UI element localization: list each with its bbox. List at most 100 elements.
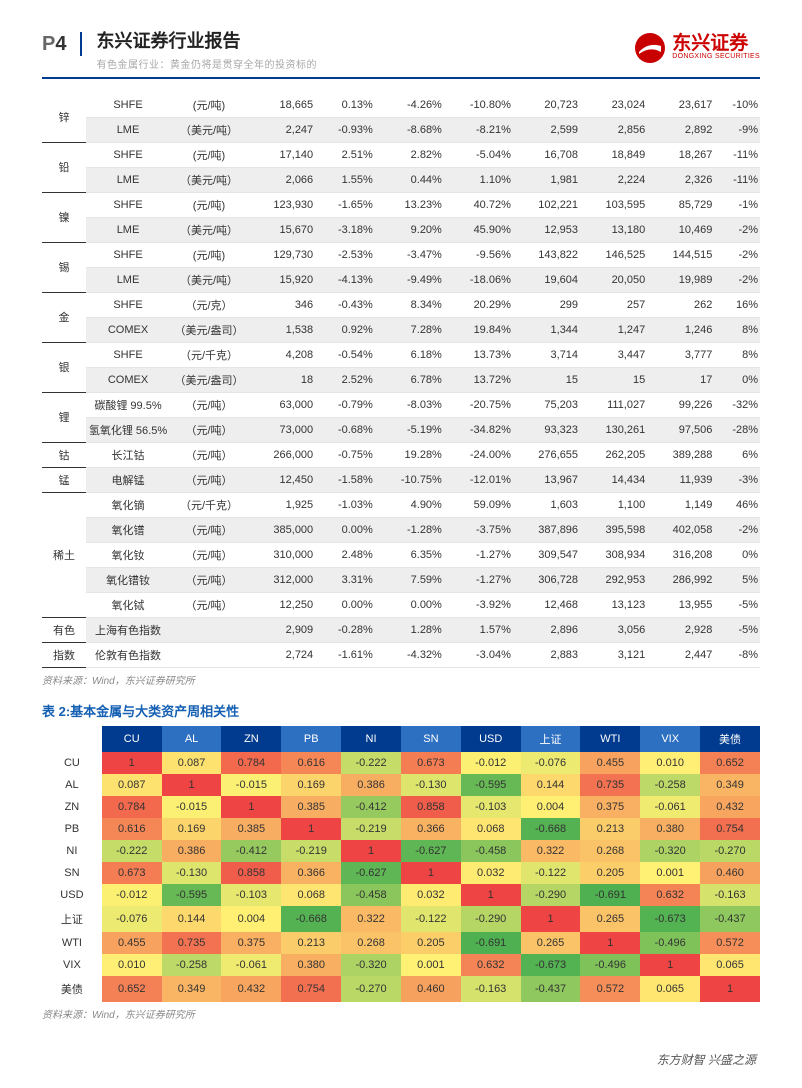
heatmap-cell: -0.122 (401, 906, 461, 932)
data-cell: 144,515 (647, 242, 714, 267)
data-cell: 20,050 (580, 267, 647, 292)
heatmap-row: VIX0.010-0.258-0.0610.380-0.3200.0010.63… (42, 954, 760, 976)
data-cell: 312,000 (248, 567, 315, 592)
page: P4 东兴证券行业报告 有色金属行业：黄金仍将是贯穿全年的投资标的 东兴证券 D… (0, 0, 802, 1088)
data-cell: 1,603 (513, 492, 580, 517)
heatmap-row-header: 上证 (42, 906, 102, 932)
heatmap-cell: 0.087 (162, 752, 222, 774)
heatmap-row-header: SN (42, 862, 102, 884)
data-cell: 308,934 (580, 542, 647, 567)
heatmap-cell: 0.673 (401, 752, 461, 774)
unit-cell: （元/千克） (170, 492, 248, 517)
heatmap-cell: -0.627 (401, 840, 461, 862)
heatmap-col-header: NI (341, 726, 401, 752)
data-cell: 2,326 (647, 167, 714, 192)
heatmap-cell: 0.213 (580, 818, 640, 840)
heatmap-cell: 1 (281, 818, 341, 840)
data-cell: 6.18% (375, 342, 444, 367)
data-cell: -1.65% (315, 192, 375, 217)
table-row: LME（美元/吨）15,670-3.18%9.20%45.90%12,95313… (42, 217, 760, 242)
data-cell: 103,595 (580, 192, 647, 217)
heatmap-cell: 0.375 (580, 796, 640, 818)
data-cell: -0.93% (315, 117, 375, 142)
data-cell: 1,149 (647, 492, 714, 517)
data-cell: 2,066 (248, 167, 315, 192)
heatmap-cell: 0.432 (221, 976, 281, 1002)
data-cell: -1.27% (444, 567, 513, 592)
unit-cell: （元/吨） (170, 392, 248, 417)
data-cell: -2% (714, 517, 760, 542)
heatmap-cell: -0.270 (341, 976, 401, 1002)
data-cell: 2,724 (248, 642, 315, 667)
data-cell: 143,822 (513, 242, 580, 267)
heatmap-cell: 0.632 (640, 884, 700, 906)
heatmap-cell: 0.169 (162, 818, 222, 840)
data-cell: 129,730 (248, 242, 315, 267)
data-cell: -8.68% (375, 117, 444, 142)
heatmap-cell: 0.322 (341, 906, 401, 932)
heatmap-cell: -0.458 (461, 840, 521, 862)
heatmap-col-header: PB (281, 726, 341, 752)
table-row: 锰电解锰（元/吨）12,450-1.58%-10.75%-12.01%13,96… (42, 467, 760, 492)
heatmap-cell: 0.004 (221, 906, 281, 932)
data-cell: 13,967 (513, 467, 580, 492)
correlation-heatmap-table: CUALZNPBNISNUSD上证WTIVIX美债CU10.0870.7840.… (42, 726, 760, 1002)
heatmap-cell: -0.627 (341, 862, 401, 884)
category-cell: 镍 (42, 192, 86, 242)
data-cell: 3,121 (580, 642, 647, 667)
unit-cell: （元/吨） (170, 467, 248, 492)
heatmap-cell: 1 (341, 840, 401, 862)
data-cell: 8% (714, 317, 760, 342)
heatmap-col-header: VIX (640, 726, 700, 752)
table-row: 锂碳酸锂 99.5%（元/吨）63,000-0.79%-8.03%-20.75%… (42, 392, 760, 417)
data-cell: -2% (714, 267, 760, 292)
sub-cell: 氧化镨钕 (86, 567, 170, 592)
data-cell: -1.58% (315, 467, 375, 492)
data-cell: 2.51% (315, 142, 375, 167)
heatmap-row-header: 美债 (42, 976, 102, 1002)
data-cell: 262 (647, 292, 714, 317)
table-row: 氧化钕（元/吨）310,0002.48%6.35%-1.27%309,54730… (42, 542, 760, 567)
data-cell: -20.75% (444, 392, 513, 417)
data-cell: 8.34% (375, 292, 444, 317)
data-cell: -8% (714, 642, 760, 667)
heatmap-cell: 0.268 (341, 932, 401, 954)
data-cell: 20,723 (513, 93, 580, 118)
heatmap-cell: -0.290 (521, 884, 581, 906)
data-cell: 3,714 (513, 342, 580, 367)
source-note-1: 资料来源：Wind，东兴证券研究所 (42, 672, 760, 687)
table-row: 锌SHFE(元/吨)18,6650.13%-4.26%-10.80%20,723… (42, 93, 760, 118)
table-row: 钴长江钴（元/吨）266,000-0.75%19.28%-24.00%276,6… (42, 442, 760, 467)
unit-cell: (元/吨) (170, 93, 248, 118)
page-number: P4 (42, 32, 82, 56)
data-cell: 0% (714, 542, 760, 567)
heatmap-cell: -0.673 (521, 954, 581, 976)
data-cell: 7.28% (375, 317, 444, 342)
data-cell: 12,250 (248, 592, 315, 617)
data-cell: 0.00% (315, 517, 375, 542)
heatmap-cell: -0.668 (281, 906, 341, 932)
data-cell: 387,896 (513, 517, 580, 542)
table-row: 金SHFE（元/克）346-0.43%8.34%20.29%2992572621… (42, 292, 760, 317)
data-cell: -0.68% (315, 417, 375, 442)
heatmap-cell: 0.001 (640, 862, 700, 884)
data-cell: 23,617 (647, 93, 714, 118)
data-cell: -9% (714, 117, 760, 142)
data-cell: 97,506 (647, 417, 714, 442)
data-cell: 19,604 (513, 267, 580, 292)
data-cell: -5.19% (375, 417, 444, 442)
heatmap-cell: -0.130 (162, 862, 222, 884)
heatmap-cell: 0.068 (461, 818, 521, 840)
heatmap-row: ZN0.784-0.01510.385-0.4120.858-0.1030.00… (42, 796, 760, 818)
heatmap-cell: 0.616 (281, 752, 341, 774)
data-cell: 346 (248, 292, 315, 317)
data-cell: 266,000 (248, 442, 315, 467)
heatmap-cell: 0.460 (401, 976, 461, 1002)
data-cell: 5% (714, 567, 760, 592)
heatmap-cell: 1 (461, 884, 521, 906)
heatmap-cell: -0.496 (640, 932, 700, 954)
unit-cell: （元/吨） (170, 592, 248, 617)
data-cell: 2,896 (513, 617, 580, 642)
unit-cell: （元/吨） (170, 567, 248, 592)
heatmap-cell: 0.735 (162, 932, 222, 954)
